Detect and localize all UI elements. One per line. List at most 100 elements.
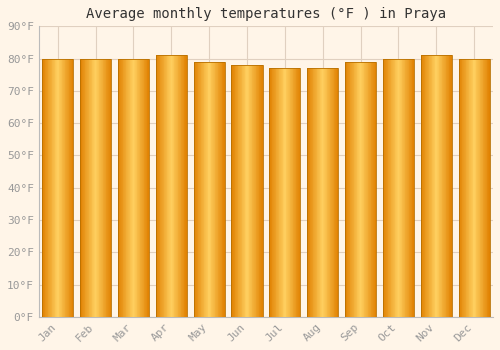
Bar xyxy=(174,55,175,317)
Bar xyxy=(176,55,178,317)
Bar xyxy=(158,55,159,317)
Bar xyxy=(182,55,183,317)
Bar xyxy=(194,62,224,317)
Bar xyxy=(428,55,430,317)
Bar xyxy=(461,58,462,317)
Bar xyxy=(478,58,479,317)
Bar xyxy=(358,62,359,317)
Bar xyxy=(441,55,442,317)
Bar xyxy=(460,58,461,317)
Bar xyxy=(326,68,328,317)
Bar xyxy=(458,58,460,317)
Bar xyxy=(458,58,490,317)
Bar xyxy=(156,55,158,317)
Bar xyxy=(272,68,273,317)
Bar xyxy=(321,68,322,317)
Bar xyxy=(246,65,247,317)
Bar xyxy=(348,62,349,317)
Bar xyxy=(328,68,329,317)
Bar xyxy=(91,58,92,317)
Bar xyxy=(475,58,476,317)
Bar xyxy=(430,55,431,317)
Bar xyxy=(451,55,452,317)
Bar xyxy=(410,58,411,317)
Bar xyxy=(432,55,433,317)
Bar xyxy=(129,58,130,317)
Bar xyxy=(431,55,432,317)
Bar xyxy=(66,58,67,317)
Bar xyxy=(92,58,94,317)
Bar xyxy=(482,58,484,317)
Bar xyxy=(402,58,403,317)
Bar xyxy=(200,62,202,317)
Bar xyxy=(438,55,440,317)
Bar xyxy=(365,62,366,317)
Bar xyxy=(273,68,274,317)
Bar xyxy=(61,58,62,317)
Bar xyxy=(170,55,172,317)
Bar xyxy=(56,58,57,317)
Bar xyxy=(241,65,242,317)
Bar xyxy=(433,55,434,317)
Bar xyxy=(349,62,350,317)
Bar xyxy=(173,55,174,317)
Bar xyxy=(134,58,135,317)
Bar xyxy=(407,58,408,317)
Bar xyxy=(239,65,240,317)
Bar xyxy=(372,62,373,317)
Bar xyxy=(373,62,374,317)
Bar xyxy=(295,68,296,317)
Bar xyxy=(335,68,336,317)
Bar xyxy=(442,55,444,317)
Bar xyxy=(175,55,176,317)
Bar xyxy=(58,58,59,317)
Bar xyxy=(136,58,138,317)
Bar xyxy=(311,68,312,317)
Bar xyxy=(244,65,246,317)
Bar xyxy=(42,58,43,317)
Bar xyxy=(57,58,58,317)
Bar xyxy=(128,58,129,317)
Bar xyxy=(440,55,441,317)
Bar xyxy=(213,62,214,317)
Bar xyxy=(108,58,109,317)
Bar xyxy=(105,58,106,317)
Bar xyxy=(366,62,367,317)
Bar xyxy=(217,62,218,317)
Bar xyxy=(168,55,169,317)
Bar xyxy=(383,58,414,317)
Bar xyxy=(346,62,348,317)
Bar xyxy=(336,68,338,317)
Bar xyxy=(118,58,120,317)
Bar xyxy=(50,58,51,317)
Bar xyxy=(369,62,370,317)
Bar xyxy=(462,58,464,317)
Bar xyxy=(408,58,410,317)
Bar xyxy=(324,68,325,317)
Bar xyxy=(94,58,95,317)
Bar xyxy=(316,68,318,317)
Bar xyxy=(387,58,388,317)
Bar xyxy=(427,55,428,317)
Bar xyxy=(195,62,196,317)
Bar xyxy=(396,58,397,317)
Bar xyxy=(364,62,365,317)
Bar xyxy=(275,68,276,317)
Bar xyxy=(140,58,141,317)
Bar xyxy=(464,58,465,317)
Bar xyxy=(100,58,101,317)
Bar xyxy=(404,58,406,317)
Bar xyxy=(350,62,352,317)
Bar xyxy=(237,65,238,317)
Bar xyxy=(180,55,182,317)
Bar xyxy=(101,58,102,317)
Bar xyxy=(232,65,233,317)
Bar xyxy=(363,62,364,317)
Bar xyxy=(179,55,180,317)
Bar xyxy=(284,68,285,317)
Title: Average monthly temperatures (°F ) in Praya: Average monthly temperatures (°F ) in Pr… xyxy=(86,7,446,21)
Bar xyxy=(390,58,392,317)
Bar xyxy=(121,58,122,317)
Bar xyxy=(476,58,477,317)
Bar xyxy=(354,62,355,317)
